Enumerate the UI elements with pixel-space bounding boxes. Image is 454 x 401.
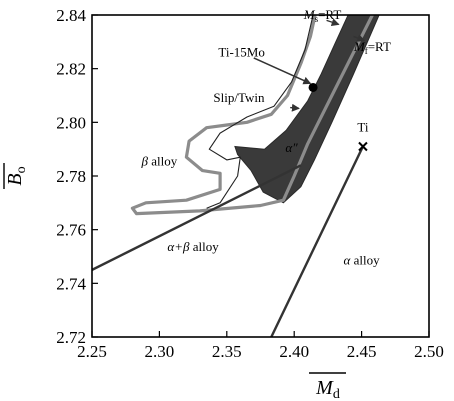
region-label-symbol: α [344,253,352,268]
y-axis-label-main: B [4,173,26,185]
arrow-3 [290,103,300,112]
alpha-beta-boundary-line [92,164,302,271]
region-label-symbol: α+β [167,239,190,254]
region-label-word: alloy [190,239,220,254]
region-label-2: α+β alloy [167,239,219,254]
region-label-1: α″ [285,140,298,155]
x-tick-label-5: 2.50 [414,342,444,361]
annotation-subscript: f [365,46,368,56]
annotation-4: Ti [357,120,368,135]
region-label-symbol: β [141,153,149,168]
point-x-stroke-b [358,141,368,152]
y-tick-label-5: 2.82 [56,60,86,79]
y-tick-label-1: 2.74 [56,274,86,293]
x-axis-label-main: M [315,377,334,399]
x-tick-label-0: 2.25 [77,342,107,361]
annotation-rest: =RT [318,7,341,22]
annotation-0: Ti-15Mo [218,45,264,60]
annotation-symbol: M [303,7,316,22]
region-label-0: β alloy [141,153,178,168]
region-label-3: α alloy [344,253,381,268]
y-tick-label-6: 2.84 [56,6,86,25]
region-label-word: alloy [350,253,380,268]
x-tick-label-2: 2.35 [212,342,242,361]
annotation-3: Mf=RT [353,39,391,56]
beta-boundary-curve [130,15,374,216]
x-tick-label-3: 2.40 [279,342,309,361]
annotation-symbol: M [353,39,366,54]
region-label-symbol: α″ [285,140,298,155]
x-tick-label-1: 2.30 [145,342,175,361]
point-ti [358,141,368,152]
x-tick-label-4: 2.45 [347,342,377,361]
y-tick-label-4: 2.80 [56,113,86,132]
annotation-rest: =RT [368,39,391,54]
x-axis-label-sub: d [333,387,340,401]
y-axis-label-sub: o [14,166,29,173]
data-layer [92,15,380,337]
annotation-1: Slip/Twin [213,90,265,105]
annotation-2: Ms=RT [303,7,342,24]
y-tick-label-2: 2.76 [56,221,86,240]
y-axis-label-group: Bo [3,163,29,189]
tick-layer: 2.25 2.30 2.35 2.40 2.45 2.50 2.72 2.74 2.76 2.78… [56,6,444,361]
y-axis-label: Bo [4,166,29,185]
point-ti-15mo [308,82,318,92]
arrow-1 [326,18,340,26]
region-label-word: alloy [148,153,178,168]
arrow-0 [253,57,312,85]
y-tick-label-0: 2.72 [56,328,86,347]
x-axis-label: Md [315,377,340,401]
y-tick-label-3: 2.78 [56,167,86,186]
annotation-subscript: s [315,14,319,24]
arrow-2 [353,34,366,42]
alpha-boundary-line [270,145,364,337]
